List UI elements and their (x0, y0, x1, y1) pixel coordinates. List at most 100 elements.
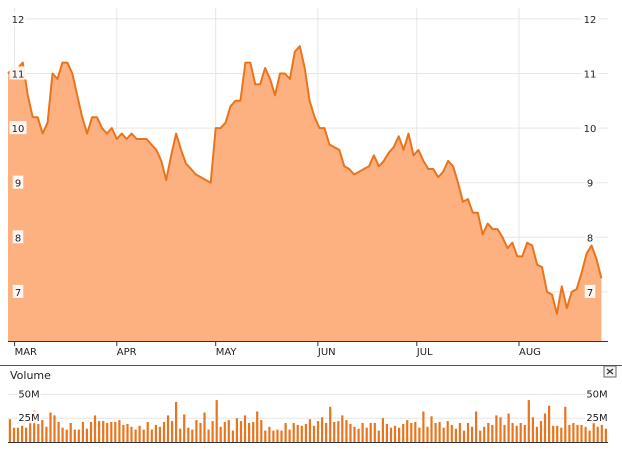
volume-bar (223, 422, 226, 442)
price-tick-label: 10 (12, 124, 25, 135)
volume-bar (207, 429, 210, 442)
volume-bar (592, 419, 595, 442)
volume-bar (588, 430, 591, 442)
price-tick-left-11: 11 (9, 66, 27, 81)
volume-bar (560, 427, 563, 442)
volume-bar (276, 429, 279, 442)
volume-bar (373, 423, 376, 442)
volume-bar (284, 423, 287, 442)
volume-bar (341, 415, 344, 442)
volume-bar (166, 415, 170, 442)
volume-bar (280, 430, 283, 442)
volume-bar (503, 424, 506, 442)
volume-bar (365, 427, 368, 442)
volume-bar (584, 426, 587, 442)
volume-bar (410, 423, 413, 442)
volume-bar (203, 412, 206, 442)
price-area-fill (8, 46, 602, 341)
volume-bar (215, 400, 218, 442)
price-area-layer (7, 45, 603, 341)
volume-bar (134, 429, 137, 442)
volume-bar (398, 427, 401, 442)
volume-bar (385, 423, 388, 442)
volume-bar (499, 417, 502, 442)
volume-bar (304, 423, 307, 442)
volume-bar (487, 423, 490, 442)
price-tick-left-9: 9 (12, 175, 24, 190)
volume-bar (483, 426, 486, 442)
price-tick-right-12: 12 (581, 11, 599, 26)
volume-tick-label: 50M (18, 389, 39, 400)
volume-bar (308, 419, 311, 442)
volume-bar (515, 425, 518, 442)
volume-bar (519, 423, 522, 442)
price-x-axis: MAR APR MAY JUN JUL AUG (8, 341, 608, 358)
volume-bar (321, 417, 324, 442)
volume-bar (548, 405, 551, 442)
price-tick-label: 11 (12, 70, 25, 81)
volume-tick-left-25M: 25M (17, 411, 41, 424)
volume-bar (312, 425, 316, 442)
volume-bars (8, 400, 607, 442)
volume-bar (475, 411, 478, 442)
price-tick-label: 8 (587, 233, 593, 244)
volume-bar (268, 426, 271, 442)
volume-bar (106, 423, 109, 442)
price-tick-right-9: 9 (584, 175, 596, 190)
volume-bar (414, 422, 417, 442)
volume-tick-label: 25M (586, 413, 607, 424)
volume-bar (81, 422, 84, 442)
volume-bar (471, 426, 474, 442)
volume-bar (93, 415, 97, 442)
volume-bar (466, 423, 470, 442)
volume-bar (422, 411, 425, 442)
volume-bar (179, 428, 182, 442)
volume-gridlines (0, 365, 622, 443)
volume-bar (361, 423, 364, 442)
price-tick-label: 10 (584, 124, 597, 135)
volume-bar (462, 430, 466, 442)
month-label-JUL: JUL (416, 347, 433, 358)
volume-bar (126, 423, 129, 442)
price-tick-label: 9 (15, 179, 21, 190)
price-tick-label: 7 (587, 288, 593, 299)
volume-bar (142, 429, 145, 442)
close-x-icon[interactable] (603, 365, 617, 378)
volume-bar (446, 421, 449, 442)
volume-bar (272, 430, 275, 442)
volume-bar (195, 420, 198, 442)
volume-bar (564, 406, 567, 442)
volume-bar (252, 422, 255, 442)
volume-bar (479, 430, 482, 442)
volume-bar (381, 418, 384, 442)
volume-bar (158, 426, 161, 442)
volume-bar (389, 427, 393, 442)
price-tick-left-12: 12 (9, 11, 27, 26)
volume-bar (175, 402, 178, 442)
volume-bar (219, 426, 222, 442)
volume-bar (122, 424, 125, 442)
volume-bar (288, 429, 291, 442)
volume-bar (369, 423, 372, 442)
volume-bar (531, 417, 534, 442)
volume-bar (454, 428, 457, 442)
volume-bar (434, 423, 437, 442)
volume-bar (438, 422, 441, 442)
volume-bar (353, 426, 356, 442)
volume-panel-title: Volume (10, 369, 51, 382)
volume-tick-right-50M: 50M (585, 387, 609, 400)
volume-bar (191, 429, 194, 442)
volume-bar (491, 424, 494, 442)
volume-bar (377, 430, 380, 442)
volume-bar (57, 422, 60, 442)
volume-bar (543, 413, 547, 442)
volume-bar (41, 420, 44, 442)
volume-bar (231, 430, 234, 442)
volume-bar (183, 414, 186, 442)
volume-tick-labels: 50M 50M 25M 25M (17, 387, 609, 424)
volume-bar (73, 429, 76, 442)
volume-bar (458, 423, 461, 442)
volume-bar (130, 426, 133, 442)
volume-tick-label: 50M (586, 389, 607, 400)
